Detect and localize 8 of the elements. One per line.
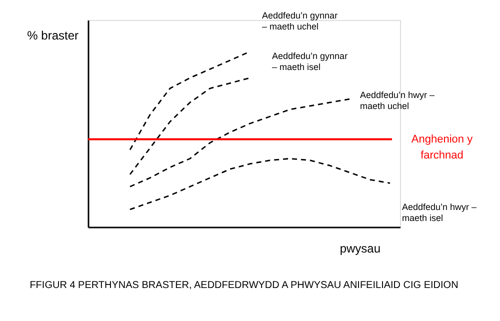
ref-line-label: Anghenion y farchnad	[411, 133, 474, 162]
series-label: Aeddfedu’n hwyr – maeth uchel	[360, 90, 435, 111]
text: FFIGUR 4 PERTHYNAS BRASTER, AEDDFEDRWYDD A PHWYSAU ANIFEILIAID CIG EIDION	[30, 280, 458, 291]
x-axis-title: pwysau	[340, 242, 380, 256]
text: Aeddfedu’n hwyr – maeth isel	[402, 202, 477, 224]
text: Aeddfedu’n gynnar – maeth isel	[272, 50, 348, 72]
y-axis-title: % braster	[27, 28, 78, 42]
text: Aeddfedu’n gynnar – maeth uchel	[262, 10, 338, 32]
